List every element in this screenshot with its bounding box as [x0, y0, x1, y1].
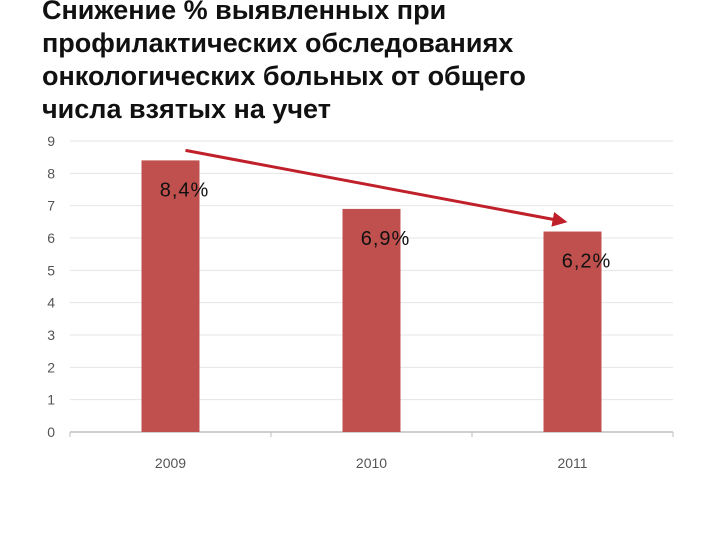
y-tick-label: 3	[47, 327, 55, 343]
y-tick-label: 5	[47, 262, 55, 278]
y-axis-ticks: 0 1 2 3 4 5 6 7 8 9	[47, 133, 55, 440]
data-label: 6,9%	[361, 228, 411, 250]
x-axis-ticks: 2009 2010 2011	[155, 455, 588, 471]
y-tick-label: 0	[47, 424, 55, 440]
data-label: 8,4%	[160, 179, 210, 201]
bar-2009	[141, 160, 200, 432]
y-tick-label: 2	[47, 359, 55, 375]
trend-arrow-line	[185, 148, 568, 227]
y-tick-label: 7	[47, 198, 55, 214]
y-tick-label: 9	[47, 133, 55, 149]
chart-title: Снижение % выявленных при профилактическ…	[42, 0, 526, 124]
y-tick-label: 1	[47, 392, 55, 408]
x-tick-label: 2011	[557, 455, 587, 471]
data-label: 6,2%	[562, 251, 612, 273]
bar-2010	[342, 208, 401, 432]
bars	[141, 160, 602, 432]
x-tick-label: 2009	[155, 455, 186, 471]
y-tick-label: 6	[47, 230, 55, 246]
x-tick-label: 2010	[356, 455, 387, 471]
y-tick-label: 4	[47, 295, 55, 311]
bar-2011	[543, 231, 602, 432]
trend-arrow	[185, 148, 568, 227]
data-labels: 8,4% 6,9% 6,2%	[160, 179, 612, 273]
y-tick-label: 8	[47, 165, 55, 181]
